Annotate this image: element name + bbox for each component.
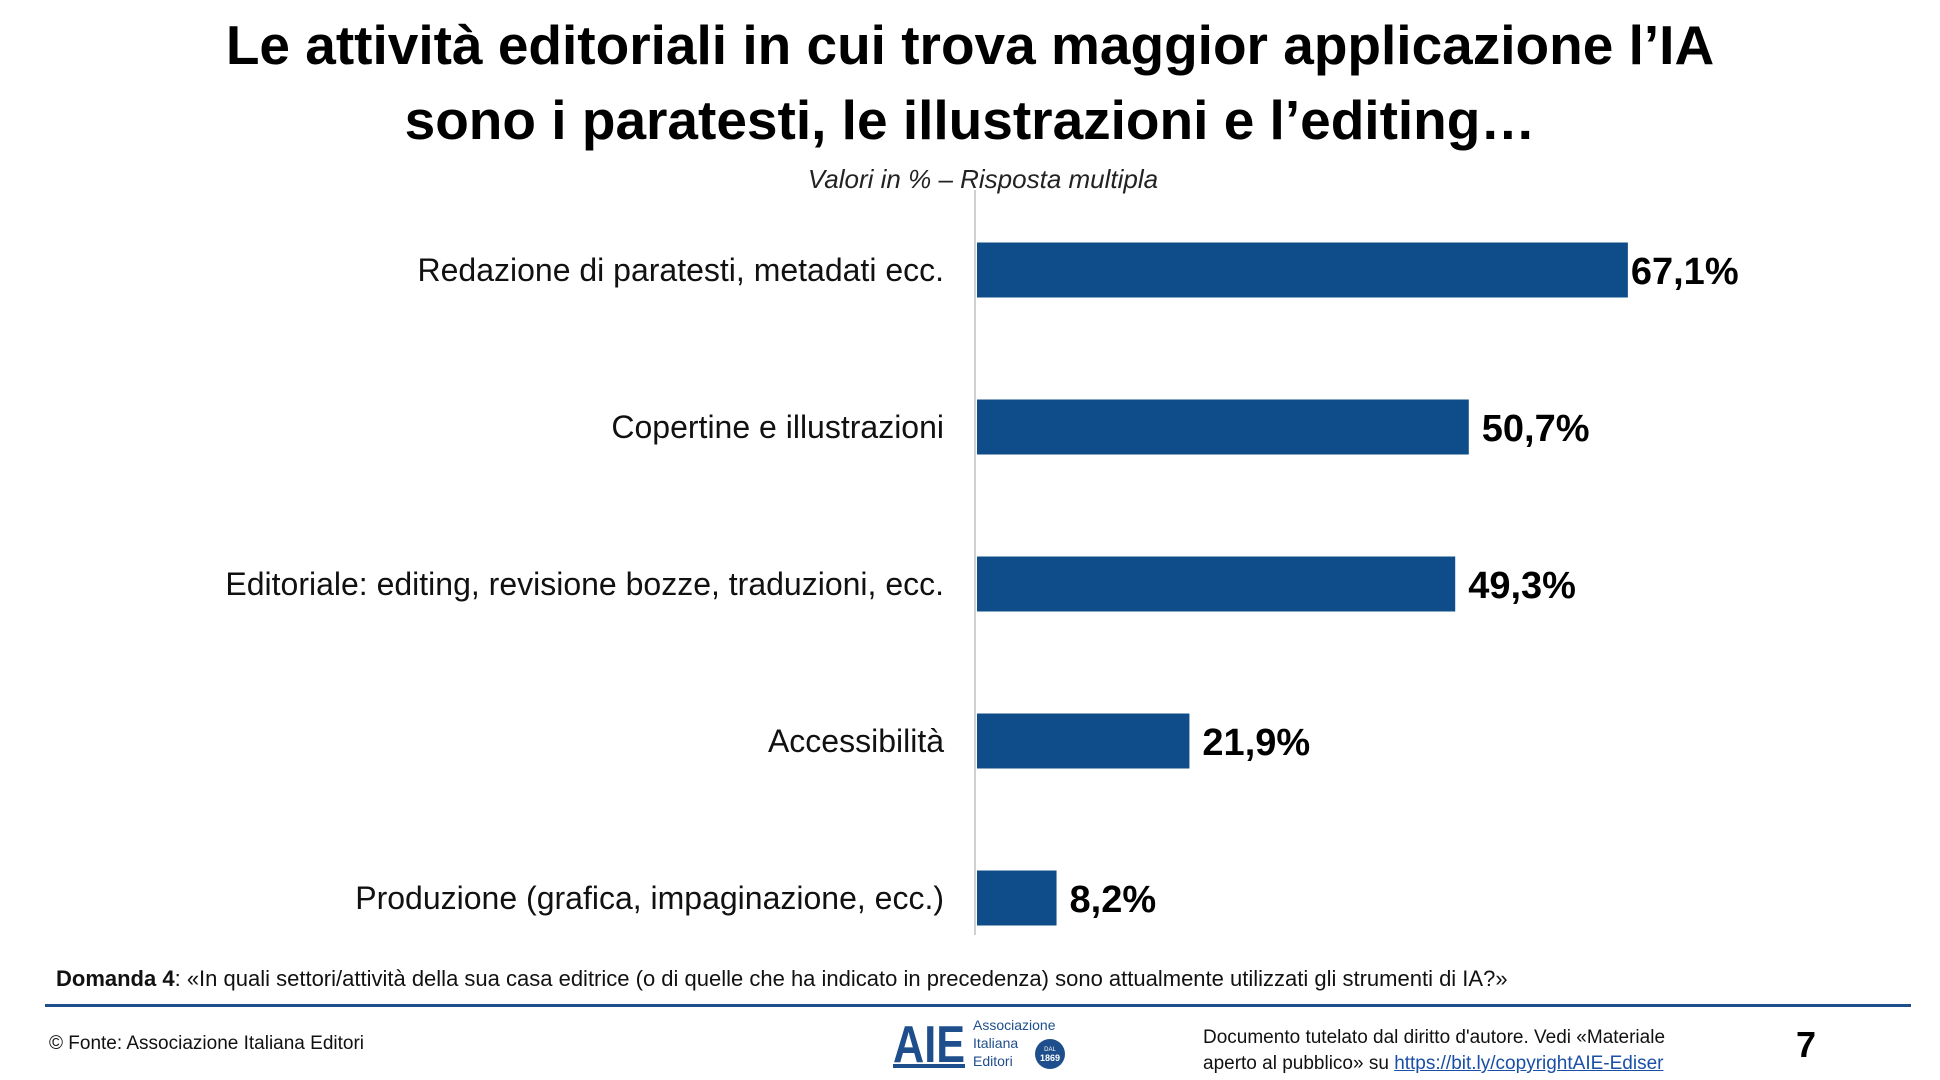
svg-text:Italiana: Italiana — [973, 1035, 1018, 1051]
svg-text:1869: 1869 — [1040, 1053, 1060, 1063]
data-label: 49,3% — [1468, 565, 1576, 607]
page-number: 7 — [1796, 1024, 1817, 1065]
footer-divider — [45, 1004, 1911, 1007]
bar — [977, 556, 1456, 612]
question-label: Domanda 4 — [56, 966, 175, 991]
category-label: Editoriale: editing, revisione bozze, tr… — [225, 566, 944, 602]
source-note: © Fonte: Associazione Italiana Editori — [49, 1033, 365, 1054]
svg-text:DAL: DAL — [1044, 1047, 1056, 1053]
slide-title: Le attività editoriali in cui trova magg… — [0, 8, 1940, 158]
bar-chart: Redazione di paratesti, metadati ecc. 67,… — [225, 190, 1739, 935]
bar — [977, 870, 1057, 926]
bar — [977, 713, 1190, 769]
question-text: : «In quali settori/attività della sua c… — [174, 966, 1508, 991]
data-label: 21,9% — [1202, 722, 1310, 764]
chart-subtitle: Valori in % – Risposta multipla — [807, 164, 1159, 194]
bar — [977, 242, 1628, 298]
category-label: Copertine e illustrazioni — [611, 409, 944, 445]
bar — [977, 399, 1469, 455]
svg-text:Associazione: Associazione — [973, 1017, 1056, 1033]
aie-logo: AIE Associazione Italiana Editori DAL 18… — [893, 1016, 1065, 1074]
copyright-notice: Documento tutelato dal diritto d'autore.… — [1203, 1025, 1665, 1077]
data-label: 50,7% — [1482, 408, 1590, 450]
copyright-link[interactable]: https://bit.ly/copyrightAIE-Ediser — [1394, 1053, 1664, 1074]
category-label: Redazione di paratesti, metadati ecc. — [417, 252, 944, 288]
survey-question: Domanda 4: «In quali settori/attività de… — [56, 966, 1508, 992]
category-label: Produzione (grafica, impaginazione, ecc.… — [355, 880, 944, 916]
copyright-line-1: Documento tutelato dal diritto d'autore.… — [1203, 1027, 1666, 1048]
title-line-1: Le attività editoriali in cui trova magg… — [225, 14, 1715, 76]
data-label: 8,2% — [1070, 879, 1157, 921]
title-line-2: sono i paratesti, le illustrazioni e l’e… — [404, 89, 1536, 151]
copyright-line-2: aperto al pubblico» su — [1203, 1053, 1395, 1074]
svg-text:Editori: Editori — [973, 1053, 1013, 1069]
category-label: Accessibilità — [768, 723, 944, 759]
data-label: 67,1% — [1631, 251, 1739, 293]
